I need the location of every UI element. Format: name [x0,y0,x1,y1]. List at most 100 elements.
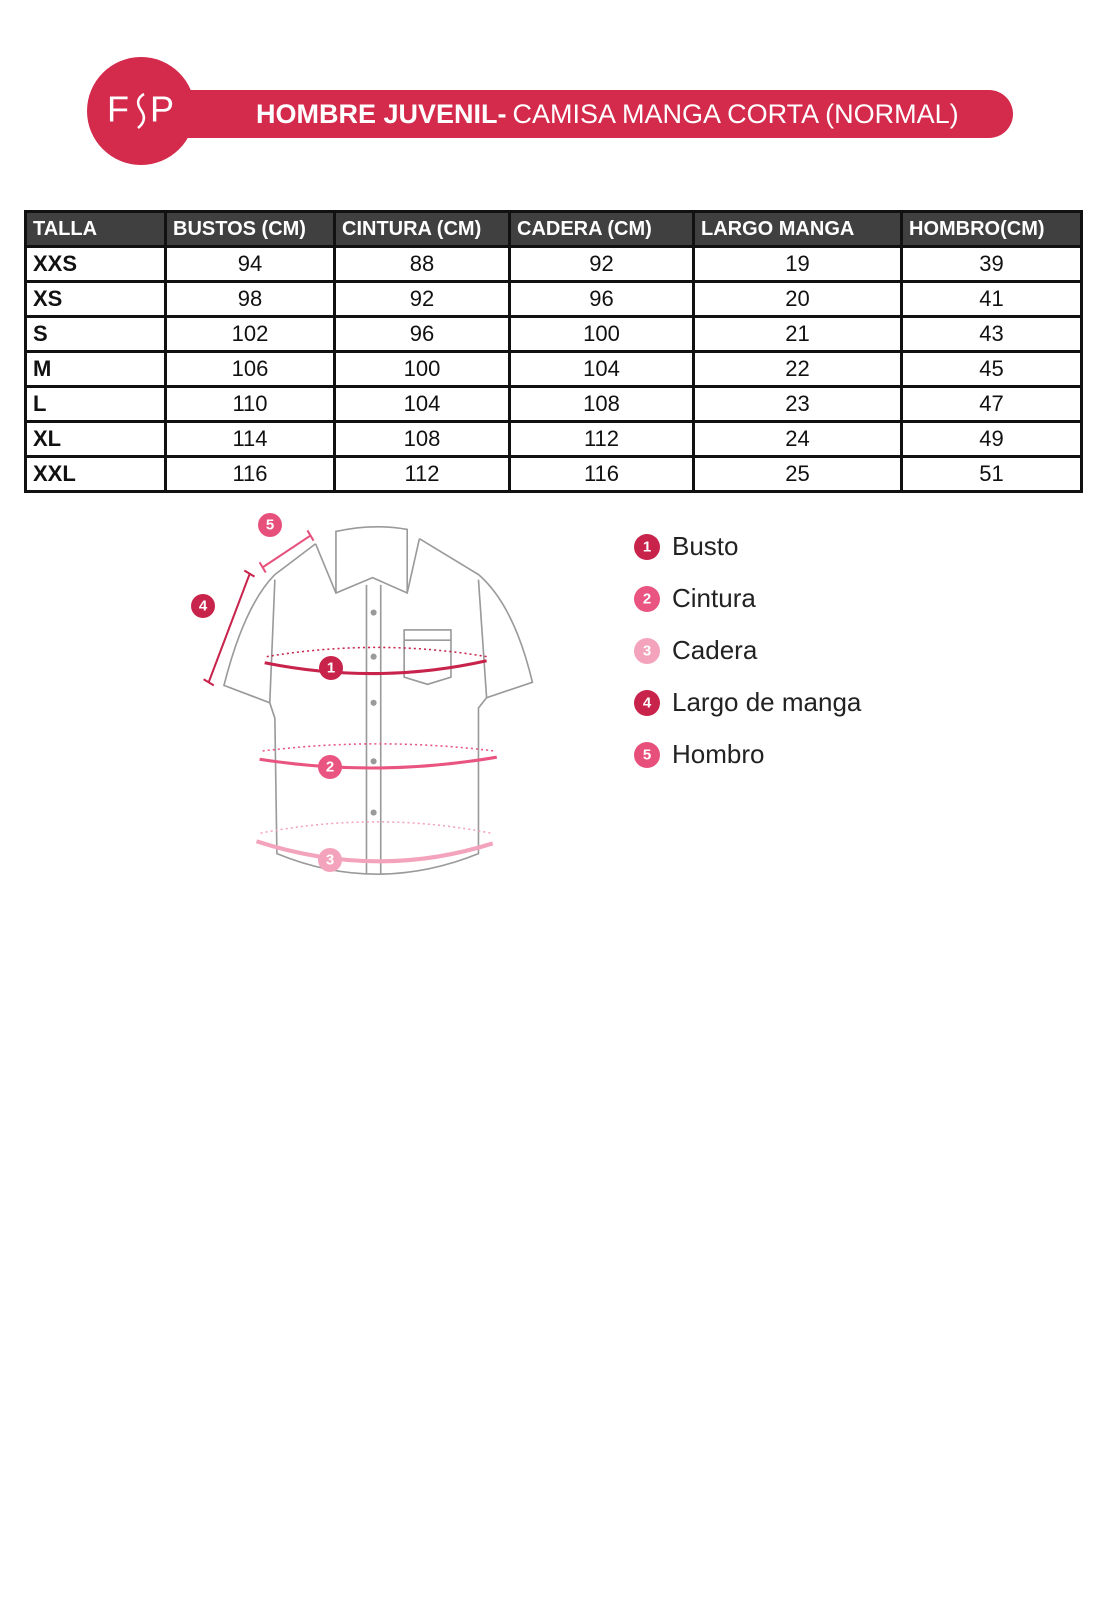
table-row: L 110 104 108 23 47 [24,385,1083,423]
shirt-pocket [403,629,452,686]
value-cell: 92 [508,245,695,283]
diagram-marker [191,594,215,618]
legend-label: Largo de manga [672,687,862,717]
column-header: HOMBRO(CM) [900,210,1083,248]
value-cell: 98 [164,280,336,318]
legend-marker [634,534,660,560]
header-row: TALLA BUSTOS (CM) CINTURA (CM) CADERA (CM) L… [24,210,1083,248]
value-cell: 96 [333,315,511,353]
shirt-buttons [370,609,377,816]
shirt-diagram [203,525,534,875]
bust-line [264,659,487,676]
column-header: LARGO MANGA [692,210,903,248]
logo-letter: P [150,89,174,130]
logo-mark [136,92,146,129]
value-cell: 110 [164,385,336,423]
column-header: BUSTOS (CM) [164,210,336,248]
page-title: HOMBRE JUVENIL- CAMISA MANGA CORTA (NORMA… [256,99,959,129]
value-cell: 100 [508,315,695,353]
size-cell: L [24,385,167,423]
title-regular: CAMISA MANGA CORTA (NORMAL) [513,99,959,129]
value-cell: 43 [900,315,1083,353]
legend-number: 1 [643,539,651,556]
legend-label: Hombro [672,739,764,769]
legend-number: 5 [643,747,651,764]
hip-line [260,821,491,834]
diagram-number: 4 [199,598,208,615]
legend-number: 2 [643,591,651,608]
value-cell: 116 [508,455,695,493]
diagram-number: 5 [266,517,274,534]
legend-number: 4 [643,695,652,712]
diagram-marker [318,755,342,779]
legend-number: 3 [643,643,651,660]
shoulder-line [258,529,315,574]
value-cell: 104 [508,350,695,388]
legend-label: Cintura [672,583,756,613]
shirt-collar [268,525,488,703]
value-cell: 108 [508,385,695,423]
waist-line [262,743,495,752]
value-cell: 39 [900,245,1083,283]
diagram-number: 3 [326,852,334,869]
table-row: M 106 100 104 22 45 [24,350,1083,388]
diagram-number: 2 [326,759,334,776]
table-row: S 102 96 100 21 43 [24,315,1083,353]
value-cell: 114 [164,420,336,458]
size-cell: S [24,315,167,353]
table-body: XXS 94 88 92 19 39 XS 98 92 96 20 41 S 102 96 100 21 43 M 1… [24,245,1083,493]
value-cell: 49 [900,420,1083,458]
value-cell: 24 [692,420,903,458]
table-row: XS 98 92 96 20 41 [24,280,1083,318]
value-cell: 22 [692,350,903,388]
waist-line [259,755,498,770]
size-cell: XL [24,420,167,458]
logo-letter: F [107,89,129,130]
value-cell: 19 [692,245,903,283]
legend-label: Cadera [672,635,758,665]
value-cell: 112 [508,420,695,458]
title-bold: HOMBRE JUVENIL- [256,99,507,129]
value-cell: 45 [900,350,1083,388]
diagram-number: 1 [327,660,335,677]
shirt-outline [222,537,534,875]
value-cell: 108 [333,420,511,458]
value-cell: 100 [333,350,511,388]
column-header: CINTURA (CM) [333,210,511,248]
value-cell: 102 [164,315,336,353]
value-cell: 106 [164,350,336,388]
legend-marker [634,690,660,716]
value-cell: 94 [164,245,336,283]
diagram-marker [318,848,342,872]
size-cell: XS [24,280,167,318]
value-cell: 21 [692,315,903,353]
value-cell: 25 [692,455,903,493]
column-header: TALLA [24,210,167,248]
value-cell: 116 [164,455,336,493]
value-cell: 96 [508,280,695,318]
table-row: XL 114 108 112 24 49 [24,420,1083,458]
value-cell: 92 [333,280,511,318]
value-cell: 20 [692,280,903,318]
legend-marker [634,586,660,612]
size-table: TALLA BUSTOS (CM) CINTURA (CM) CADERA (CM) L… [24,210,1083,493]
value-cell: 112 [333,455,511,493]
hip-line [255,839,494,864]
sleeve-line [203,569,256,687]
value-cell: 47 [900,385,1083,423]
diagram-marker [258,513,282,537]
table-row: XXS 94 88 92 19 39 [24,245,1083,283]
value-cell: 23 [692,385,903,423]
column-header: CADERA (CM) [508,210,695,248]
legend-marker [634,742,660,768]
table-row: XXL 116 112 116 25 51 [24,455,1083,493]
size-cell: XXL [24,455,167,493]
title-banner [150,90,1013,138]
value-cell: 51 [900,455,1083,493]
diagram-marker [319,656,343,680]
value-cell: 41 [900,280,1083,318]
value-cell: 88 [333,245,511,283]
